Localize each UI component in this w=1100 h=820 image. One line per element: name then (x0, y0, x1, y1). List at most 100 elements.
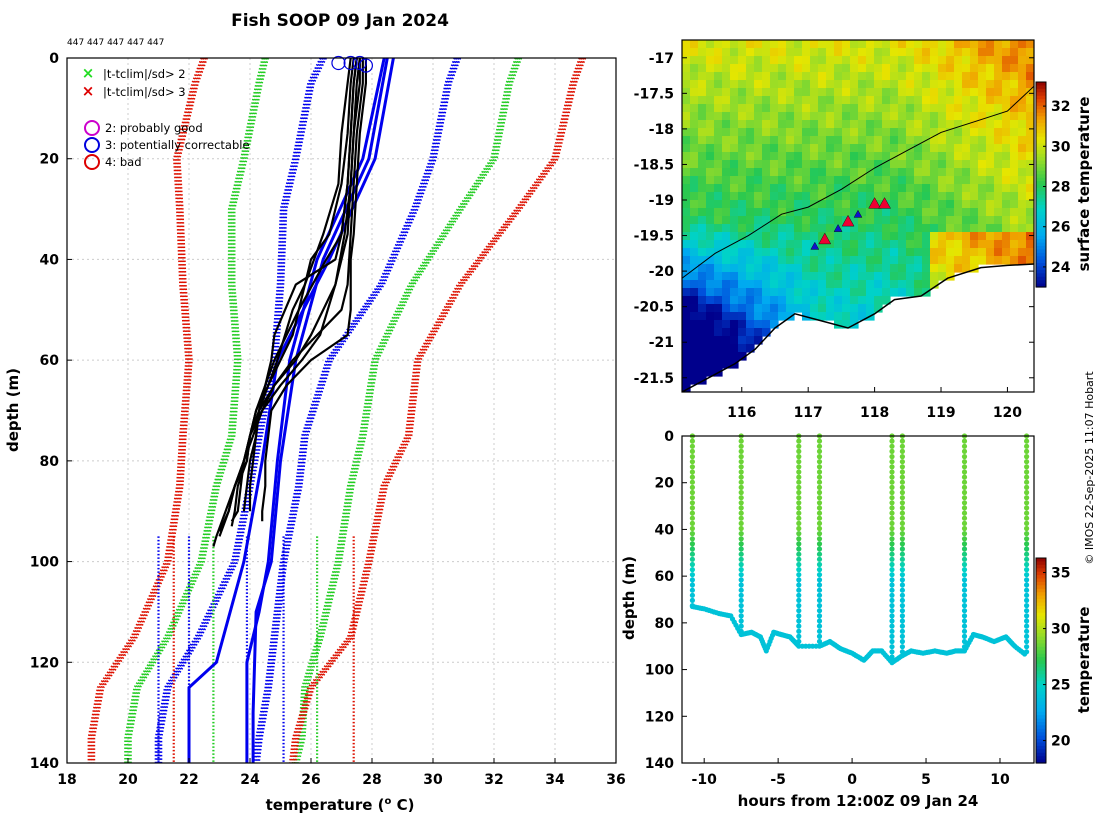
sst-cell (762, 328, 771, 337)
sst-cell (954, 96, 963, 105)
sst-cell (810, 288, 819, 297)
map-x-tick-label: 118 (860, 405, 889, 421)
cast-point (899, 510, 906, 516)
sst-cell (842, 224, 851, 233)
sst-cell (706, 304, 715, 313)
map-colorbar-segment (1036, 194, 1046, 199)
sst-cell (906, 224, 915, 233)
sst-cell (930, 280, 939, 289)
sst-cell (730, 256, 739, 265)
sst-cell (914, 152, 923, 161)
sst-cell (946, 184, 955, 193)
sst-cell (834, 160, 843, 169)
map-colorbar-segment (1036, 102, 1046, 107)
sst-cell (922, 200, 931, 209)
sst-cell (722, 312, 731, 321)
cast-point (738, 489, 744, 496)
cast-point (889, 520, 895, 527)
sst-cell (786, 48, 795, 57)
sst-cell (890, 232, 899, 241)
sst-cell (858, 304, 867, 313)
sst-cell (850, 88, 859, 97)
sst-cell (922, 80, 931, 89)
sst-cell (802, 200, 811, 209)
sst-cell (994, 128, 1003, 137)
cast-point (816, 561, 823, 568)
sst-cell (682, 176, 691, 185)
sst-cell (842, 80, 851, 89)
coastline (682, 263, 1034, 392)
sst-cell (874, 296, 883, 305)
cast-point (961, 438, 968, 444)
cast-point (889, 551, 895, 557)
sst-cell (858, 216, 867, 225)
cast-point (689, 582, 696, 588)
sst-cell (818, 72, 827, 81)
sst-cell (978, 112, 987, 121)
cast-point (1024, 469, 1030, 475)
sst-cell (818, 232, 827, 241)
sst-cell (802, 64, 811, 73)
cast-point (689, 520, 696, 527)
cast-point (738, 505, 744, 511)
sst-cell (906, 112, 915, 121)
sst-cell (682, 184, 691, 193)
profile-xlabel: temperature (o C) (266, 796, 415, 814)
sst-cell (762, 232, 771, 241)
sst-cell (930, 208, 939, 217)
sst-cell (698, 224, 707, 233)
sst-cell (1002, 176, 1011, 185)
sst-cell (962, 160, 971, 169)
sst-cell (1002, 128, 1011, 137)
sst-cell (714, 64, 723, 73)
sst-cell (898, 192, 907, 201)
sst-cell (706, 320, 715, 329)
sst-cell (762, 112, 771, 121)
cast-point (1024, 484, 1030, 490)
sst-cell (754, 120, 763, 129)
sst-cell (682, 40, 691, 49)
sst-cell (986, 40, 995, 49)
sst-cell (834, 272, 843, 281)
sst-cell (1010, 136, 1019, 145)
sst-cell (1010, 104, 1019, 113)
sst-cell (874, 160, 883, 169)
sst-cell (938, 48, 947, 57)
sst-cell (890, 56, 899, 65)
sst-cell (898, 208, 907, 217)
sst-cell (938, 208, 947, 217)
sst-cell (730, 200, 739, 209)
sst-cell (714, 288, 723, 297)
cast-point (1024, 546, 1030, 552)
sst-cell (786, 304, 795, 313)
map-y-tick-label: -21.5 (634, 371, 674, 387)
sst-cell (698, 216, 707, 225)
sst-cell (882, 104, 891, 113)
sst-cell (810, 136, 819, 145)
sst-cell (682, 280, 691, 289)
sst-cell (858, 152, 867, 161)
cast-point (1024, 520, 1030, 527)
cast-point (796, 438, 802, 444)
ts-colorbar-segment (1036, 595, 1046, 600)
sst-cell (730, 40, 739, 49)
map-colorbar-segment (1036, 198, 1046, 203)
cast-point (738, 448, 744, 454)
clim-envelope-blue-lower (158, 57, 326, 763)
sst-cell (906, 64, 915, 73)
sst-cell (874, 304, 883, 313)
cast-point (899, 520, 906, 527)
sst-cell (1026, 216, 1034, 225)
sst-cell (882, 288, 891, 297)
cast-point (889, 454, 895, 460)
map-colorbar-segment (1036, 246, 1046, 250)
sst-cell (818, 312, 827, 321)
sst-cell (930, 184, 939, 193)
ts-colorbar-segment (1036, 599, 1046, 603)
ts-colorbar-segment (1036, 612, 1046, 617)
sst-cell (738, 48, 747, 57)
track-marker (868, 197, 881, 209)
sst-cell (962, 176, 971, 185)
sst-cell (906, 272, 915, 281)
sst-cell (882, 88, 891, 97)
